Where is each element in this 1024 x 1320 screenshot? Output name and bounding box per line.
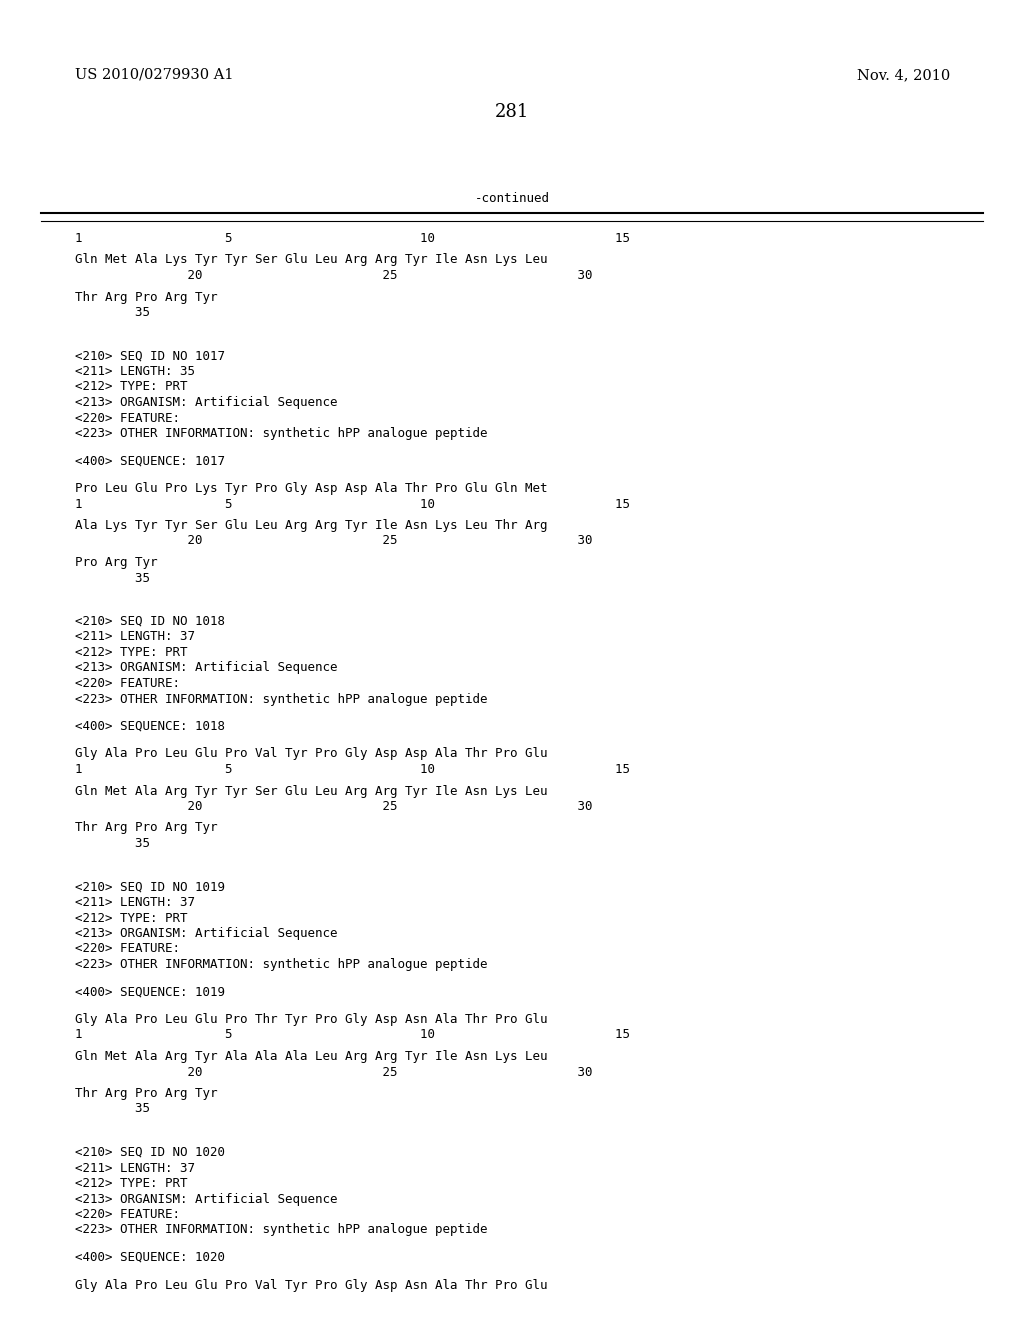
Text: <220> FEATURE:: <220> FEATURE: [75,412,180,425]
Text: <400> SEQUENCE: 1017: <400> SEQUENCE: 1017 [75,454,225,467]
Text: 20                        25                        30: 20 25 30 [75,800,593,813]
Text: <213> ORGANISM: Artificial Sequence: <213> ORGANISM: Artificial Sequence [75,661,338,675]
Text: <213> ORGANISM: Artificial Sequence: <213> ORGANISM: Artificial Sequence [75,1192,338,1205]
Text: Gln Met Ala Arg Tyr Tyr Ser Glu Leu Arg Arg Tyr Ile Asn Lys Leu: Gln Met Ala Arg Tyr Tyr Ser Glu Leu Arg … [75,784,548,797]
Text: <212> TYPE: PRT: <212> TYPE: PRT [75,645,187,659]
Text: 35: 35 [75,306,150,319]
Text: Thr Arg Pro Arg Tyr: Thr Arg Pro Arg Tyr [75,290,217,304]
Text: <213> ORGANISM: Artificial Sequence: <213> ORGANISM: Artificial Sequence [75,396,338,409]
Text: <212> TYPE: PRT: <212> TYPE: PRT [75,912,187,924]
Text: <400> SEQUENCE: 1020: <400> SEQUENCE: 1020 [75,1251,225,1265]
Text: Ala Lys Tyr Tyr Ser Glu Leu Arg Arg Tyr Ile Asn Lys Leu Thr Arg: Ala Lys Tyr Tyr Ser Glu Leu Arg Arg Tyr … [75,519,548,532]
Text: <212> TYPE: PRT: <212> TYPE: PRT [75,1177,187,1191]
Text: 1                   5                         10                        15: 1 5 10 15 [75,498,630,511]
Text: 20                        25                        30: 20 25 30 [75,535,593,548]
Text: <223> OTHER INFORMATION: synthetic hPP analogue peptide: <223> OTHER INFORMATION: synthetic hPP a… [75,958,487,972]
Text: US 2010/0279930 A1: US 2010/0279930 A1 [75,69,233,82]
Text: Gly Ala Pro Leu Glu Pro Val Tyr Pro Gly Asp Asn Ala Thr Pro Glu: Gly Ala Pro Leu Glu Pro Val Tyr Pro Gly … [75,1279,548,1291]
Text: <211> LENGTH: 37: <211> LENGTH: 37 [75,631,195,644]
Text: <210> SEQ ID NO 1017: <210> SEQ ID NO 1017 [75,350,225,363]
Text: <220> FEATURE:: <220> FEATURE: [75,677,180,690]
Text: 20                        25                        30: 20 25 30 [75,1065,593,1078]
Text: Gln Met Ala Lys Tyr Tyr Ser Glu Leu Arg Arg Tyr Ile Asn Lys Leu: Gln Met Ala Lys Tyr Tyr Ser Glu Leu Arg … [75,253,548,267]
Text: Nov. 4, 2010: Nov. 4, 2010 [857,69,950,82]
Text: <211> LENGTH: 37: <211> LENGTH: 37 [75,896,195,909]
Text: 1                   5                         10                        15: 1 5 10 15 [75,1028,630,1041]
Text: Gln Met Ala Arg Tyr Ala Ala Ala Leu Arg Arg Tyr Ile Asn Lys Leu: Gln Met Ala Arg Tyr Ala Ala Ala Leu Arg … [75,1049,548,1063]
Text: <210> SEQ ID NO 1018: <210> SEQ ID NO 1018 [75,615,225,628]
Text: 35: 35 [75,572,150,585]
Text: Pro Arg Tyr: Pro Arg Tyr [75,556,158,569]
Text: 35: 35 [75,1102,150,1115]
Text: -continued: -continued [474,191,550,205]
Text: 20                        25                        30: 20 25 30 [75,269,593,282]
Text: <211> LENGTH: 35: <211> LENGTH: 35 [75,366,195,378]
Text: Gly Ala Pro Leu Glu Pro Thr Tyr Pro Gly Asp Asn Ala Thr Pro Glu: Gly Ala Pro Leu Glu Pro Thr Tyr Pro Gly … [75,1012,548,1026]
Text: <400> SEQUENCE: 1018: <400> SEQUENCE: 1018 [75,719,225,733]
Text: <400> SEQUENCE: 1019: <400> SEQUENCE: 1019 [75,986,225,998]
Text: 35: 35 [75,837,150,850]
Text: <223> OTHER INFORMATION: synthetic hPP analogue peptide: <223> OTHER INFORMATION: synthetic hPP a… [75,426,487,440]
Text: <212> TYPE: PRT: <212> TYPE: PRT [75,380,187,393]
Text: <220> FEATURE:: <220> FEATURE: [75,1208,180,1221]
Text: <223> OTHER INFORMATION: synthetic hPP analogue peptide: <223> OTHER INFORMATION: synthetic hPP a… [75,1224,487,1237]
Text: Thr Arg Pro Arg Tyr: Thr Arg Pro Arg Tyr [75,821,217,834]
Text: <211> LENGTH: 37: <211> LENGTH: 37 [75,1162,195,1175]
Text: <210> SEQ ID NO 1019: <210> SEQ ID NO 1019 [75,880,225,894]
Text: Pro Leu Glu Pro Lys Tyr Pro Gly Asp Asp Ala Thr Pro Glu Gln Met: Pro Leu Glu Pro Lys Tyr Pro Gly Asp Asp … [75,482,548,495]
Text: <210> SEQ ID NO 1020: <210> SEQ ID NO 1020 [75,1146,225,1159]
Text: <223> OTHER INFORMATION: synthetic hPP analogue peptide: <223> OTHER INFORMATION: synthetic hPP a… [75,693,487,705]
Text: 1                   5                         10                        15: 1 5 10 15 [75,763,630,776]
Text: 1                   5                         10                        15: 1 5 10 15 [75,232,630,246]
Text: <220> FEATURE:: <220> FEATURE: [75,942,180,956]
Text: Thr Arg Pro Arg Tyr: Thr Arg Pro Arg Tyr [75,1086,217,1100]
Text: Gly Ala Pro Leu Glu Pro Val Tyr Pro Gly Asp Asp Ala Thr Pro Glu: Gly Ala Pro Leu Glu Pro Val Tyr Pro Gly … [75,747,548,760]
Text: 281: 281 [495,103,529,121]
Text: <213> ORGANISM: Artificial Sequence: <213> ORGANISM: Artificial Sequence [75,927,338,940]
